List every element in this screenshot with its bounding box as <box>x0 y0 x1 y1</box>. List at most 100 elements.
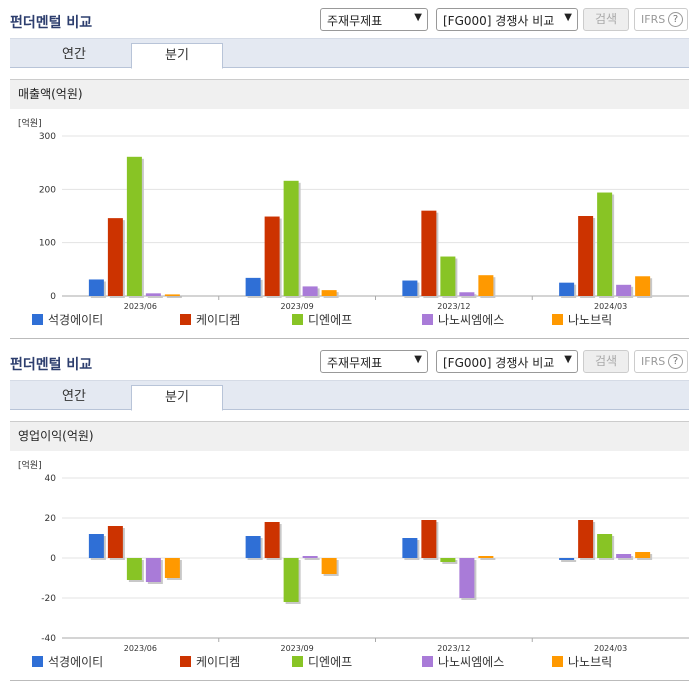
legend-label: 케이디켐 <box>196 655 240 669</box>
bar-shadow <box>461 294 477 298</box>
x-tick-label: 2023/09 <box>281 644 314 653</box>
chart-subtitle: 영업이익(억원) <box>10 421 689 451</box>
y-tick-label: 20 <box>45 514 57 524</box>
period-tabs: 연간 분기 <box>10 38 689 69</box>
bar <box>635 276 651 296</box>
y-tick-label: -20 <box>41 594 56 604</box>
legend-swatch <box>552 656 563 667</box>
help-icon[interactable]: ? <box>668 354 683 369</box>
chevron-down-icon: ▼ <box>564 354 572 365</box>
legend-swatch <box>32 314 43 325</box>
bar <box>321 558 337 574</box>
y-tick-label: 100 <box>39 239 56 249</box>
statement-select-value: 주재무제표 <box>327 14 383 28</box>
bar <box>88 534 104 558</box>
bar <box>88 279 104 296</box>
bar <box>578 520 594 558</box>
statement-select[interactable]: 주재무제표 ▼ <box>320 8 428 31</box>
bar <box>616 284 632 296</box>
bar <box>145 558 161 582</box>
panel-operating-profit: 펀더멘털 비교 주재무제표 ▼ [FG000] 경쟁사 비교 ▼ 검색 IFRS… <box>0 342 696 684</box>
legend-swatch <box>180 656 191 667</box>
bar <box>245 536 261 558</box>
chart-container: [억원] -40 -20 0 20 40 2023/06 2023/09 2023/12 2024… <box>10 454 689 684</box>
statement-select-value: 주재무제표 <box>327 356 383 370</box>
bar <box>440 558 456 562</box>
y-tick-label: 40 <box>45 474 57 484</box>
bar <box>245 277 261 296</box>
legend-label: 석경에이티 <box>48 313 103 327</box>
legend-swatch <box>180 314 191 325</box>
x-tick-label: 2024/03 <box>594 644 627 653</box>
bar-shadow <box>166 296 182 298</box>
legend-swatch <box>422 656 433 667</box>
bar <box>302 556 318 558</box>
x-tick-label: 2023/12 <box>437 302 470 311</box>
tab-annual[interactable]: 연간 <box>62 47 86 62</box>
bar <box>421 210 437 296</box>
search-button[interactable]: 검색 <box>583 350 629 373</box>
bar <box>635 552 651 558</box>
help-icon[interactable]: ? <box>668 12 683 27</box>
y-tick-label: 0 <box>50 292 56 302</box>
chevron-down-icon: ▼ <box>564 12 572 23</box>
bar <box>597 192 613 296</box>
bar <box>440 256 456 296</box>
compare-select-value: [FG000] 경쟁사 비교 <box>443 14 555 28</box>
compare-select[interactable]: [FG000] 경쟁사 비교 ▼ <box>436 8 578 31</box>
bar <box>107 526 123 558</box>
bar <box>478 556 494 558</box>
bar <box>145 293 161 296</box>
bar <box>421 520 437 558</box>
bar <box>264 216 280 296</box>
bar <box>597 534 613 558</box>
divider <box>10 338 689 339</box>
bar-shadow <box>304 558 320 560</box>
bar <box>402 538 418 558</box>
bar <box>559 558 575 560</box>
bar <box>302 286 318 296</box>
bar <box>264 522 280 558</box>
panel-header: 펀더멘털 비교 주재무제표 ▼ [FG000] 경쟁사 비교 ▼ 검색 IFRS… <box>0 0 696 36</box>
chart-container: [억원] 0 100 200 300 2023/06 2023/09 2023/12 2024/… <box>10 112 689 342</box>
bar <box>283 180 299 296</box>
bar-chart: [억원] 0 100 200 300 2023/06 2023/09 2023/12 2024/… <box>18 117 689 327</box>
unit-label: [억원] <box>18 459 42 471</box>
bar <box>164 294 180 296</box>
y-tick-label: 200 <box>39 185 56 195</box>
legend-swatch <box>292 314 303 325</box>
ifrs-button[interactable]: IFRS ? <box>634 350 688 373</box>
x-tick-label: 2023/12 <box>437 644 470 653</box>
tab-quarterly[interactable]: 분기 <box>131 385 223 411</box>
legend-swatch <box>552 314 563 325</box>
legend-swatch <box>422 314 433 325</box>
y-tick-label: 300 <box>39 132 56 142</box>
legend-label: 나노브릭 <box>568 655 612 669</box>
search-button[interactable]: 검색 <box>583 8 629 31</box>
legend-label: 디엔에프 <box>308 313 352 327</box>
tab-annual[interactable]: 연간 <box>62 389 86 404</box>
bar <box>559 282 575 296</box>
bar <box>126 558 142 580</box>
statement-select[interactable]: 주재무제표 ▼ <box>320 350 428 373</box>
bar <box>459 558 475 598</box>
legend-label: 케이디켐 <box>196 313 240 327</box>
x-tick-label: 2023/06 <box>124 644 157 653</box>
compare-select[interactable]: [FG000] 경쟁사 비교 ▼ <box>436 350 578 373</box>
bar-shadow <box>561 560 577 562</box>
bar <box>578 216 594 296</box>
y-tick-label: -40 <box>41 634 56 644</box>
legend-swatch <box>292 656 303 667</box>
bar <box>459 292 475 296</box>
bar-shadow <box>480 558 496 560</box>
tab-quarterly[interactable]: 분기 <box>131 43 223 69</box>
bar-chart: [억원] -40 -20 0 20 40 2023/06 2023/09 2023/12 2024… <box>18 459 689 669</box>
legend-swatch <box>32 656 43 667</box>
ifrs-button[interactable]: IFRS ? <box>634 8 688 31</box>
chart-subtitle: 매출액(억원) <box>10 79 689 109</box>
bar-shadow <box>147 295 163 298</box>
section-title: 펀더멘털 비교 <box>10 15 93 31</box>
section-title: 펀더멘털 비교 <box>10 357 93 373</box>
bar <box>478 275 494 296</box>
legend-label: 디엔에프 <box>308 655 352 669</box>
